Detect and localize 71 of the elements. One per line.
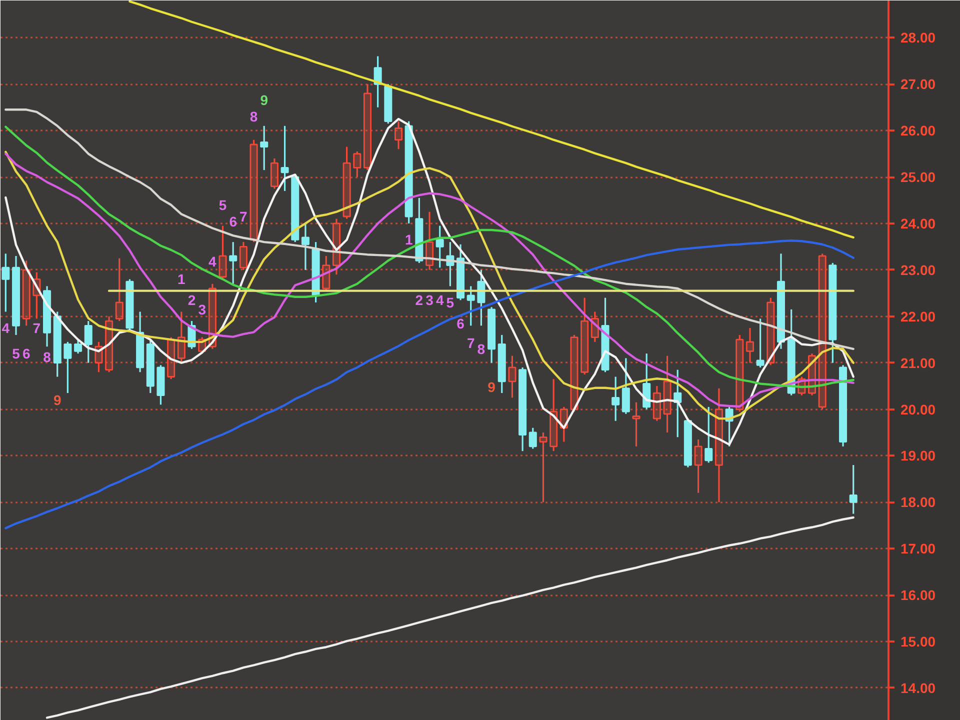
y-tick-label: 21.00 [900,354,936,371]
annotation: 4 [2,320,10,336]
y-tick-label: 25.00 [900,169,936,186]
annotation: 4 [208,254,217,270]
annotation: 1 [178,271,186,288]
candlestick [394,120,403,150]
candlestick [12,255,20,336]
candlestick [652,385,661,422]
candlestick [363,83,372,171]
candlestick [612,376,620,422]
candlestick [229,241,238,285]
y-tick-label: 22.00 [900,308,936,324]
annotation: 9 [53,392,62,408]
y-tick-label: 17.00 [900,540,936,557]
line-series [46,516,854,719]
candlestick [301,222,310,271]
annotation: 4 [436,292,444,308]
candlestick [353,150,362,178]
annotation: 7 [240,208,248,224]
candlestick [43,285,52,348]
annotation: 5 [218,196,227,213]
annotation: 2 [188,292,196,308]
candlestick [818,252,826,410]
candlestick [260,125,268,171]
annotation: 6 [456,315,465,332]
candlestick [849,464,858,515]
annotation: 7 [32,320,41,336]
candlestick [342,146,351,220]
annotation: 9 [260,92,268,108]
candlestick [115,258,124,322]
candlestick [2,252,10,313]
y-tick-label: 28.00 [900,30,936,46]
candlestick [22,260,30,326]
annotation: 3 [426,292,434,308]
candlestick [714,388,723,503]
candlestick [663,355,672,434]
y-tick-label: 26.00 [900,122,936,139]
candlestick [239,241,248,271]
y-tick-label: 14.00 [900,680,936,696]
candlestick [580,296,589,376]
annotation: 7 [466,334,475,351]
annotation: 3 [198,301,206,318]
annotation: 6 [22,346,30,362]
annotation: 8 [477,340,486,357]
y-tick-label: 16.00 [900,587,936,604]
annotation: 6 [229,214,238,230]
y-tick-label: 24.00 [900,215,936,232]
annotation: 8 [43,348,52,365]
annotation: 5 [12,346,20,362]
candlestick [550,378,558,452]
candlestick [498,334,506,394]
y-tick-label: 27.00 [900,76,936,92]
annotation: 1 [404,232,413,248]
candlestick [508,355,516,398]
y-tick-label: 18.00 [900,494,936,510]
annotation: 8 [250,108,258,125]
y-tick-label: 15.00 [900,634,936,650]
candlestick [746,327,754,364]
y-tick-label: 23.00 [900,262,936,278]
annotation: 5 [446,294,454,310]
candlestick [539,432,548,503]
candlestick [466,285,475,326]
candlestick [632,402,640,448]
candlestick [280,125,289,192]
annotation: 2 [415,292,424,308]
candlestick [694,438,702,494]
annotation: 9 [488,378,496,395]
candlestick [436,224,444,268]
y-tick-label: 19.00 [900,448,936,464]
candlestick [839,364,848,448]
y-tick-label: 20.00 [900,401,936,418]
